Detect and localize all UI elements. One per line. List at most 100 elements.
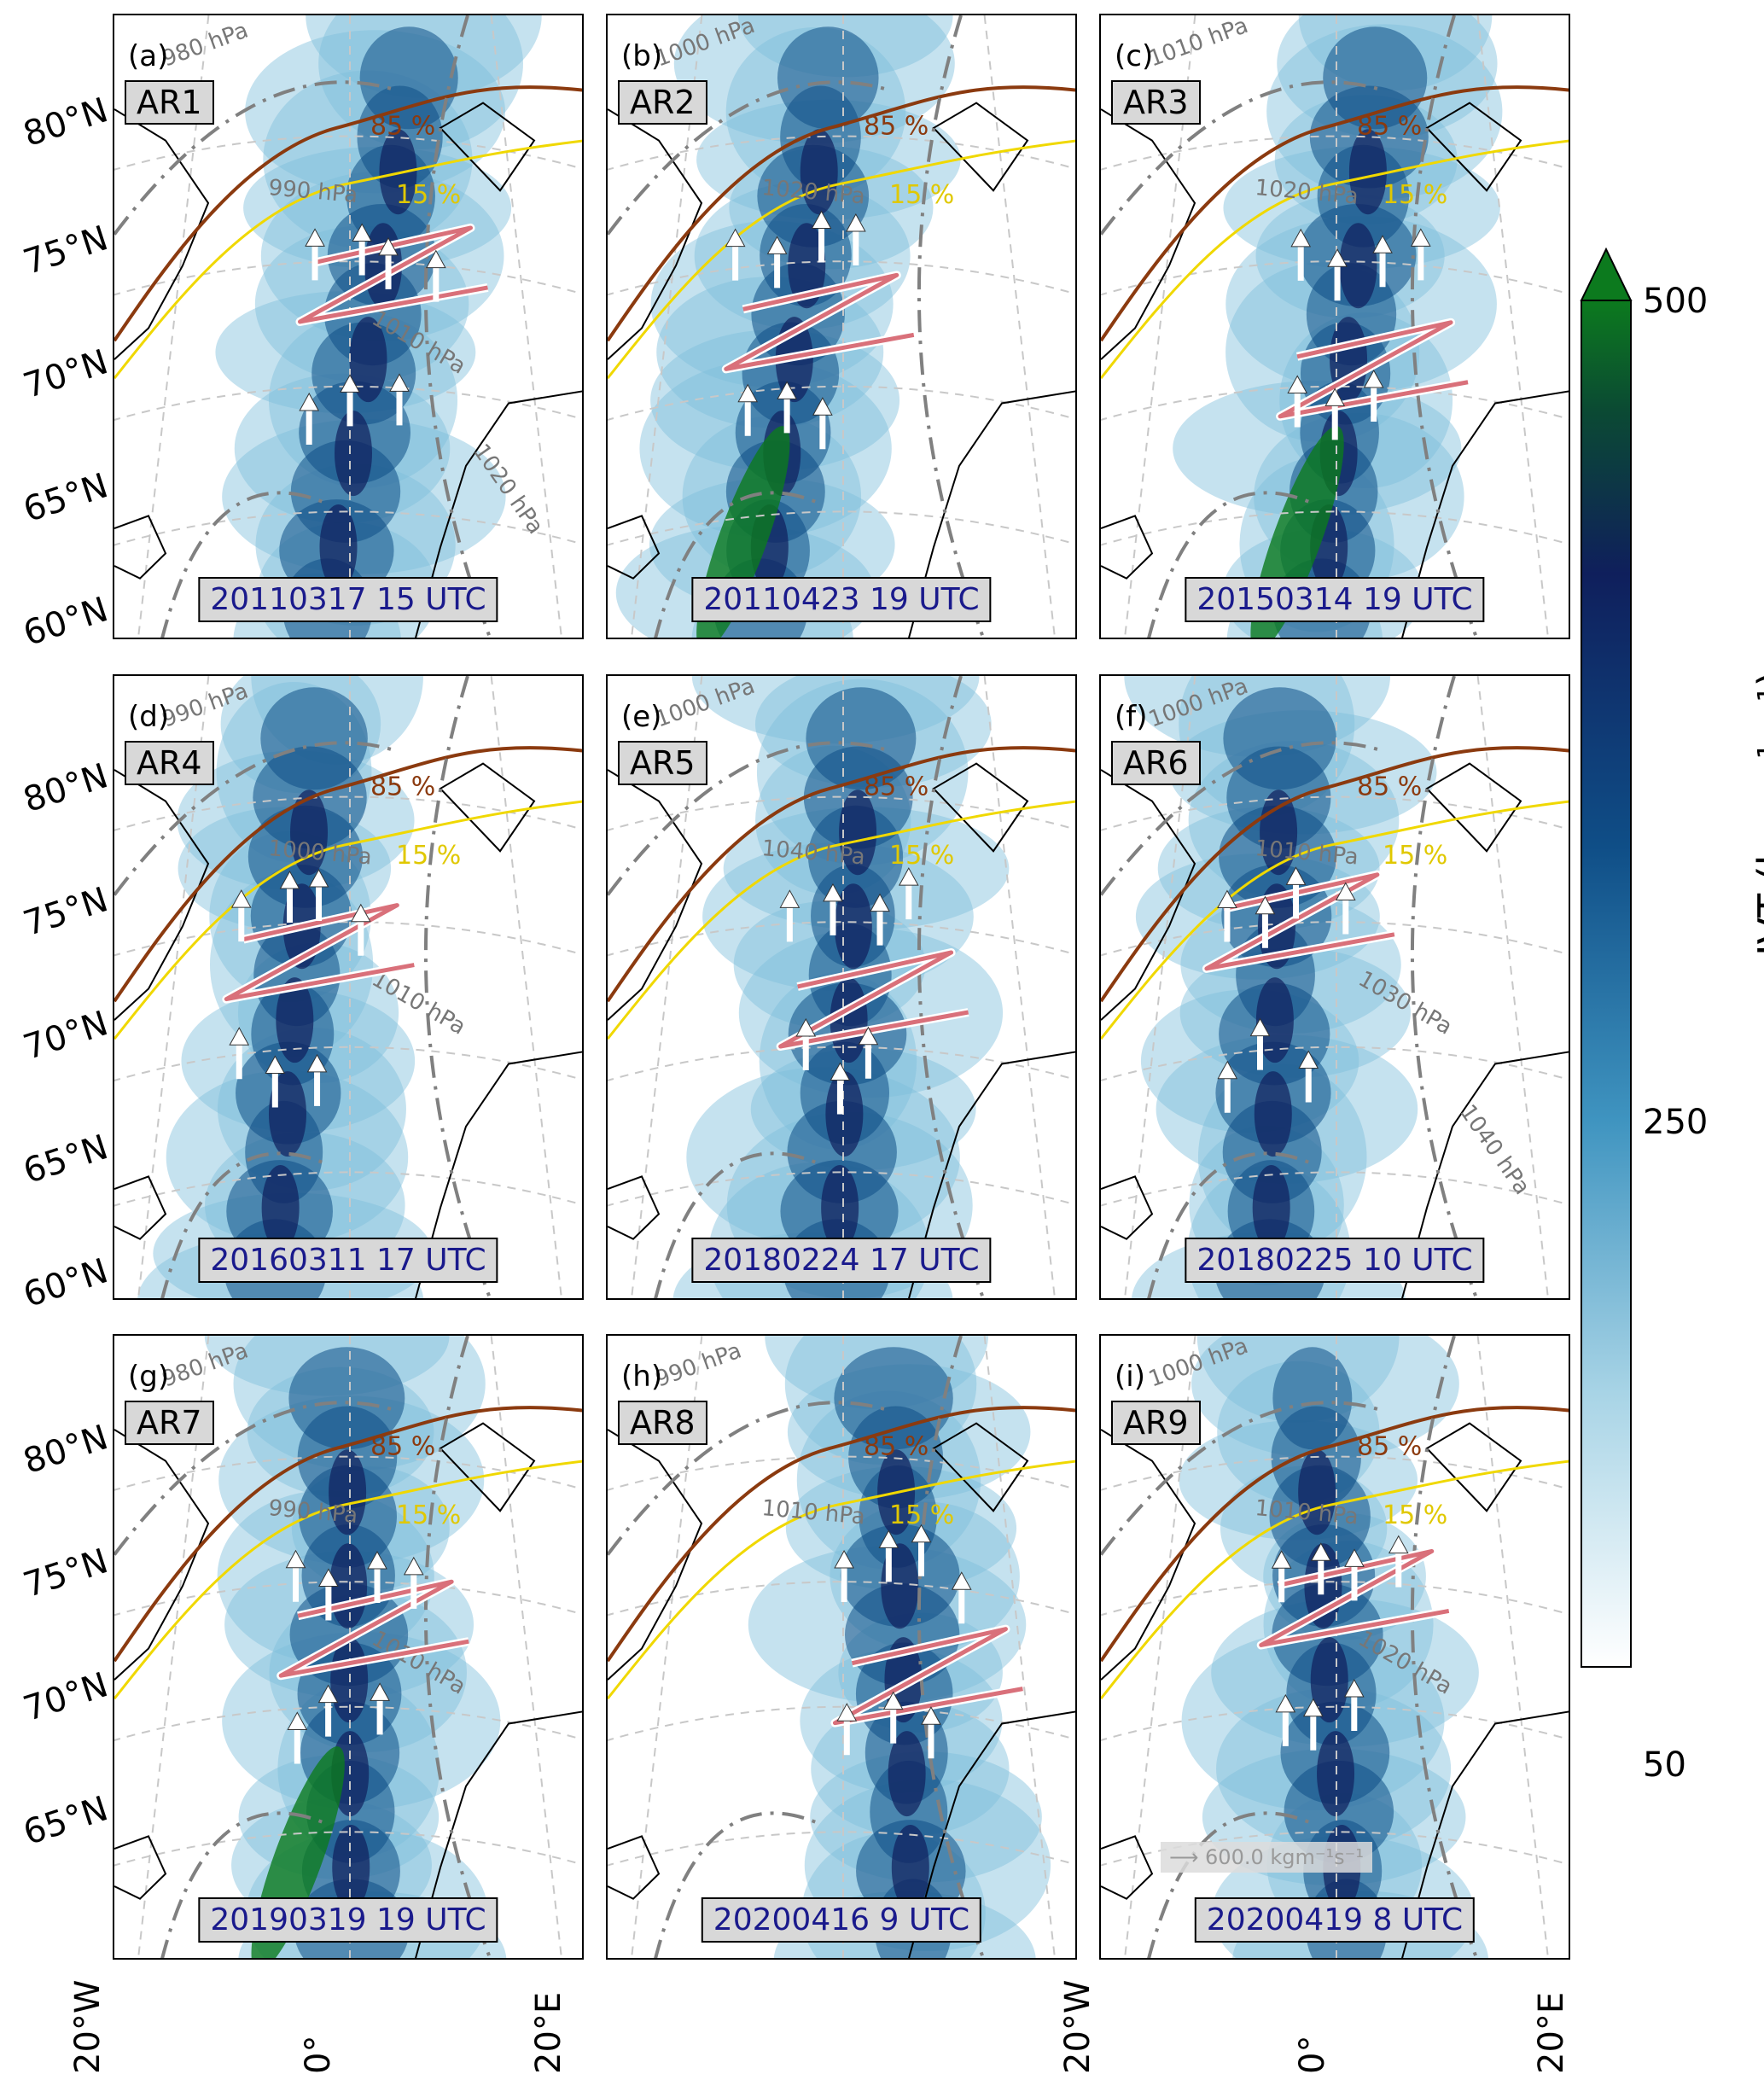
mslp-isobars	[608, 676, 986, 1298]
ivt-vectors	[834, 1524, 972, 1759]
lon-label: 20°W	[68, 1979, 108, 2074]
colorbar-gradient	[1581, 300, 1632, 1668]
ice-85-contour	[608, 85, 1075, 342]
ice-15-label: 15 %	[1383, 1500, 1447, 1530]
timestamp-label: 20180225 10 UTC	[1185, 1238, 1485, 1283]
graticule	[114, 676, 582, 1298]
panel-letter: (i)	[1115, 1360, 1145, 1394]
colorbar	[1580, 247, 1633, 1669]
ice-85-label: 85 %	[1357, 772, 1422, 801]
graticule	[608, 1336, 1075, 1958]
colorbar-extend-arrow	[1580, 247, 1633, 301]
ice-15-contour	[608, 139, 1075, 380]
lon-label: 0°	[1293, 2035, 1332, 2074]
mslp-isobars	[1101, 1336, 1479, 1958]
ice-85-contour	[114, 85, 582, 342]
ar-label: AR5	[618, 741, 707, 785]
colorbar-tick-500: 500	[1643, 282, 1709, 321]
ice-85-contour	[608, 1406, 1075, 1663]
graticule	[1101, 1336, 1569, 1958]
ice-85-label: 85 %	[1357, 1431, 1422, 1461]
ar-label: AR8	[618, 1401, 707, 1445]
ice-15-contour	[608, 1459, 1075, 1700]
ice-15-contour	[1101, 1459, 1569, 1700]
mslp-isobars	[114, 676, 492, 1298]
panel-letter: (d)	[128, 700, 170, 734]
arrow-key: ⟶ 600.0 kgm⁻¹s⁻¹	[1161, 1842, 1372, 1873]
map-panel-9: 1000 hPa 1010 hPa 1020 hPa 85 % 15 % (i) AR9 20…	[1099, 1334, 1570, 1960]
mslp-isobars	[1101, 676, 1479, 1298]
ivt-field	[1173, 15, 1503, 638]
map-panel-7: 980 hPa 990 hPa 1010 hPa 85 % 15 % (g) AR7 2019…	[113, 1334, 584, 1960]
ice-15-contour	[608, 800, 1075, 1040]
panel-letter: (h)	[621, 1360, 663, 1394]
ice-85-contour	[1101, 85, 1569, 342]
graticule	[1101, 676, 1569, 1298]
panel-letter: (a)	[128, 39, 169, 73]
panel-letter: (b)	[621, 39, 663, 73]
ice-15-label: 15 %	[396, 1500, 461, 1530]
ivt-vectors	[299, 223, 446, 445]
isobar-label: 980 hPa	[159, 18, 252, 73]
panel-letter: (g)	[128, 1360, 170, 1394]
ice-85-label: 85 %	[370, 772, 435, 801]
timestamp-label: 20110423 19 UTC	[691, 577, 992, 622]
ice-15-contour	[1101, 139, 1569, 380]
ivt-vectors	[1217, 866, 1356, 1113]
graticule	[1101, 15, 1569, 638]
mslp-isobars	[114, 15, 492, 638]
ice-15-label: 15 %	[396, 841, 461, 871]
map-panel-6: 1000 hPa 1010 hPa 1030 hPa 1040 hPa 85 % 15 %…	[1099, 674, 1570, 1300]
ivt-field	[672, 676, 1010, 1298]
ice-15-contour	[114, 139, 582, 380]
ice-85-contour	[114, 746, 582, 1003]
map-panel-1: 980 hPa 990 hPa 1010 hPa 1020 hPa 85 % 15 % (a…	[113, 14, 584, 639]
timestamp-label: 20110317 15 UTC	[198, 577, 498, 622]
panel-letter: (e)	[621, 700, 662, 734]
ice-15-contour	[1101, 800, 1569, 1040]
ivt-vectors	[1287, 228, 1431, 440]
map-panel-2: 1000 hPa 1020 hPa 85 % 15 % (b) AR2 20110423 1…	[606, 14, 1077, 639]
ice-15-contour	[114, 1459, 582, 1700]
lon-label: 20°E	[529, 1991, 568, 2074]
isobar-label: 990 hPa	[652, 1338, 745, 1393]
ice-85-label: 85 %	[864, 111, 929, 141]
graticule	[114, 15, 582, 638]
ivt-vectors	[779, 867, 919, 1115]
colorbar-label: IVT (kgm⁻¹s⁻¹)	[1749, 671, 1764, 956]
isobar-label: 1010 hPa	[1145, 15, 1251, 73]
ar-label: AR9	[1111, 1401, 1201, 1445]
ice-15-label: 15 %	[889, 180, 954, 210]
ice-85-label: 85 %	[1357, 111, 1422, 141]
timestamp-label: 20150314 19 UTC	[1185, 577, 1485, 622]
lon-label: 20°E	[1532, 1991, 1571, 2074]
ice-85-label: 85 %	[864, 1431, 929, 1461]
ice-85-label: 85 %	[370, 111, 435, 141]
lon-label: 20°W	[1058, 1979, 1097, 2074]
panel-letter: (f)	[1115, 700, 1148, 734]
ice-15-label: 15 %	[1383, 841, 1447, 871]
timestamp-label: 20160311 17 UTC	[198, 1238, 498, 1283]
ice-85-contour	[1101, 746, 1569, 1003]
ar-label: AR1	[125, 80, 214, 125]
ar-label: AR3	[1111, 80, 1201, 125]
ice-85-contour	[608, 746, 1075, 1003]
ice-15-label: 15 %	[396, 180, 461, 210]
ice-85-label: 85 %	[864, 772, 929, 801]
ice-15-label: 15 %	[889, 841, 954, 871]
lon-label: 0°	[299, 2035, 338, 2074]
mslp-isobars	[608, 15, 986, 638]
graticule	[608, 15, 1075, 638]
timestamp-label: 20200416 9 UTC	[701, 1897, 982, 1943]
map-panel-3: 1010 hPa 1020 hPa 85 % 15 % (c) AR3 20150314 1…	[1099, 14, 1570, 639]
colorbar-tick-250: 250	[1643, 1103, 1709, 1142]
ar-label: AR2	[618, 80, 707, 125]
graticule	[114, 1336, 582, 1958]
colorbar-tick-50: 50	[1643, 1745, 1686, 1785]
